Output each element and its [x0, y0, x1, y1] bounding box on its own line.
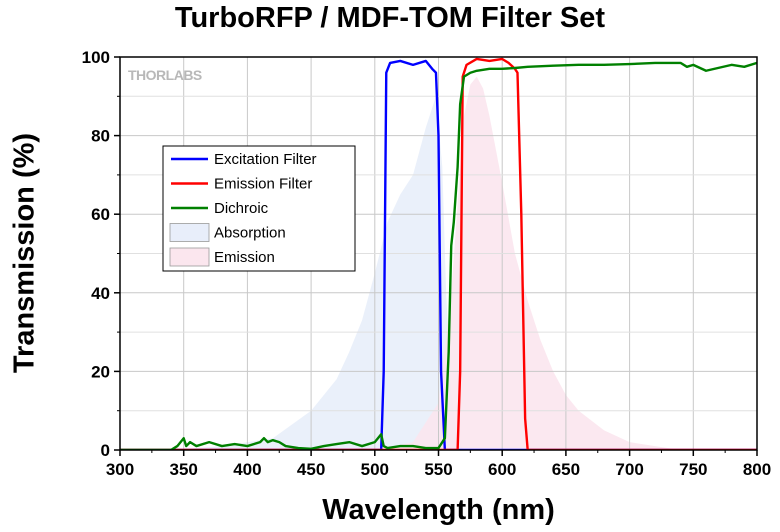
legend-label: Emission Filter	[214, 176, 312, 193]
series-dichroic-line	[120, 61, 757, 450]
x-tick-label: 700	[615, 460, 643, 479]
x-tick-label: 650	[552, 460, 580, 479]
x-tick-label: 550	[424, 460, 452, 479]
axes-layer: 300 350 400 450 500 550 600 650 700 750 800 0 20 40 60…	[82, 48, 772, 479]
legend-label: Dichroic	[214, 200, 269, 217]
y-tick-label: 100	[82, 48, 110, 67]
x-tick-label: 600	[488, 460, 516, 479]
legend-label: Excitation Filter	[214, 151, 317, 168]
chart-title: TurboRFP / MDF-TOM Filter Set	[174, 2, 606, 34]
x-axis-label: Wavelength (nm)	[322, 494, 555, 526]
x-tick-label: 500	[361, 460, 389, 479]
y-tick-label: 40	[91, 284, 110, 303]
watermark-logo: THORLABS	[128, 67, 202, 83]
series-excitation-filter-line	[120, 59, 757, 450]
legend-label: Absorption	[214, 225, 286, 242]
y-tick-label: 60	[91, 205, 110, 224]
x-tick-label: 350	[170, 460, 198, 479]
area-layer	[170, 76, 681, 450]
x-tick-label: 750	[679, 460, 707, 479]
legend-swatch	[169, 223, 210, 242]
y-tick-label: 20	[91, 362, 110, 381]
series-emission-filter-line	[120, 57, 757, 450]
x-tick-label: 400	[233, 460, 261, 479]
series-emission-area	[374, 76, 681, 450]
y-tick-label: 0	[101, 441, 110, 460]
series-absorption-area	[170, 96, 464, 450]
legend-label: Emission	[214, 249, 275, 266]
x-tick-label: 300	[106, 460, 134, 479]
y-tick-label: 80	[91, 127, 110, 146]
legend: Excitation Filter Emission Filter Dichroic…	[162, 145, 356, 272]
line-layer	[120, 57, 757, 450]
legend-swatch	[169, 247, 210, 267]
x-tick-label: 450	[297, 460, 325, 479]
x-tick-label: 800	[743, 460, 771, 479]
